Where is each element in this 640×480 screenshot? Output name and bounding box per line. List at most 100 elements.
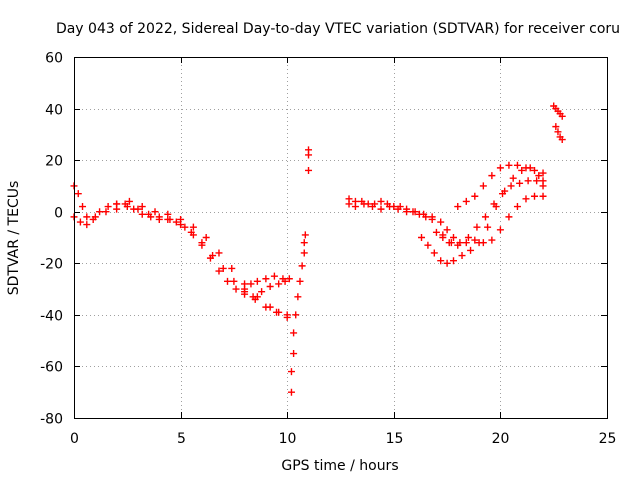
data-point xyxy=(558,112,566,120)
data-point xyxy=(481,213,489,221)
data-point xyxy=(123,203,131,211)
data-point xyxy=(456,239,464,247)
data-point xyxy=(539,169,547,177)
chart-title: Day 043 of 2022, Sidereal Day-to-day VTE… xyxy=(56,21,620,37)
data-point xyxy=(424,241,432,249)
data-point xyxy=(230,277,238,285)
data-point xyxy=(377,197,385,205)
data-point xyxy=(516,179,524,187)
data-point xyxy=(290,350,298,358)
data-point xyxy=(83,213,91,221)
data-point xyxy=(518,166,526,174)
axis-ticks xyxy=(74,57,608,419)
data-point xyxy=(187,228,195,236)
data-point xyxy=(471,236,479,244)
data-point xyxy=(513,203,521,211)
data-point xyxy=(531,192,539,200)
data-point xyxy=(496,226,504,234)
data-point xyxy=(241,285,249,293)
data-point xyxy=(189,223,197,231)
data-point xyxy=(262,275,270,283)
plot-frame xyxy=(74,57,608,419)
data-point xyxy=(300,249,308,257)
data-point xyxy=(166,215,174,223)
data-point xyxy=(464,234,472,241)
data-point xyxy=(394,205,402,213)
data-point xyxy=(513,161,521,169)
y-tick-label: -20 xyxy=(40,257,63,273)
data-point xyxy=(290,329,298,337)
data-point xyxy=(79,203,87,211)
x-tick-label: 20 xyxy=(492,431,510,447)
data-point xyxy=(113,200,121,208)
data-point xyxy=(496,164,504,172)
data-point xyxy=(458,252,466,260)
data-point xyxy=(522,164,530,172)
data-point xyxy=(232,285,240,293)
data-point xyxy=(285,275,293,283)
data-point xyxy=(181,223,189,231)
y-tick-labels: -80 -60 -40 -20 0 20 40 60 xyxy=(40,51,63,428)
data-point xyxy=(443,226,451,234)
data-point xyxy=(102,208,110,216)
data-point xyxy=(172,218,180,226)
y-tick-label: -60 xyxy=(40,360,63,376)
data-point xyxy=(447,239,455,247)
data-point xyxy=(301,231,309,239)
series-arc-h xyxy=(345,200,457,241)
data-point xyxy=(443,259,451,267)
data-point xyxy=(462,197,470,205)
data-point xyxy=(74,190,82,198)
data-point xyxy=(437,218,445,226)
x-tick-label: 0 xyxy=(70,431,79,447)
data-point xyxy=(253,293,261,301)
data-point xyxy=(279,275,287,283)
x-tick-label: 10 xyxy=(279,431,297,447)
series-arc-c xyxy=(113,197,291,319)
y-tick-label: -80 xyxy=(40,412,63,428)
series-arc-i xyxy=(418,164,547,267)
data-point xyxy=(266,282,274,290)
data-point xyxy=(283,311,291,319)
data-point xyxy=(125,197,133,205)
data-point xyxy=(509,174,517,182)
data-point xyxy=(499,190,507,198)
x-tick-labels: 0 5 10 15 20 25 xyxy=(70,431,616,447)
series-arc-j xyxy=(432,192,547,249)
data-point xyxy=(134,205,142,213)
data-point xyxy=(287,388,295,396)
data-point xyxy=(533,177,541,185)
data-point xyxy=(377,205,385,213)
series-arc-m xyxy=(550,102,566,144)
data-point xyxy=(298,262,306,270)
data-point xyxy=(219,264,227,272)
y-tick-label: 0 xyxy=(54,206,63,222)
series-arc-e xyxy=(287,231,309,396)
data-point xyxy=(177,215,185,223)
data-point xyxy=(524,177,532,185)
data-point xyxy=(83,221,91,229)
data-point xyxy=(554,128,562,136)
data-point xyxy=(351,203,359,211)
x-tick-label: 25 xyxy=(599,431,617,447)
data-point xyxy=(138,210,146,218)
data-point xyxy=(467,246,475,254)
data-point xyxy=(275,308,283,316)
x-tick-label: 5 xyxy=(177,431,186,447)
data-point xyxy=(552,123,560,131)
data-point xyxy=(479,182,487,190)
grid-lines xyxy=(74,57,607,418)
series-arc-l xyxy=(454,161,547,211)
x-axis-label: GPS time / hours xyxy=(281,458,398,474)
data-point xyxy=(386,203,394,211)
data-point xyxy=(96,208,104,216)
data-point xyxy=(145,210,153,218)
data-point xyxy=(531,166,539,174)
data-points xyxy=(70,102,566,396)
data-point xyxy=(432,228,440,236)
y-tick-label: 40 xyxy=(45,103,63,119)
data-point xyxy=(411,208,419,216)
series-arc-d xyxy=(241,272,287,293)
data-point xyxy=(490,200,498,208)
